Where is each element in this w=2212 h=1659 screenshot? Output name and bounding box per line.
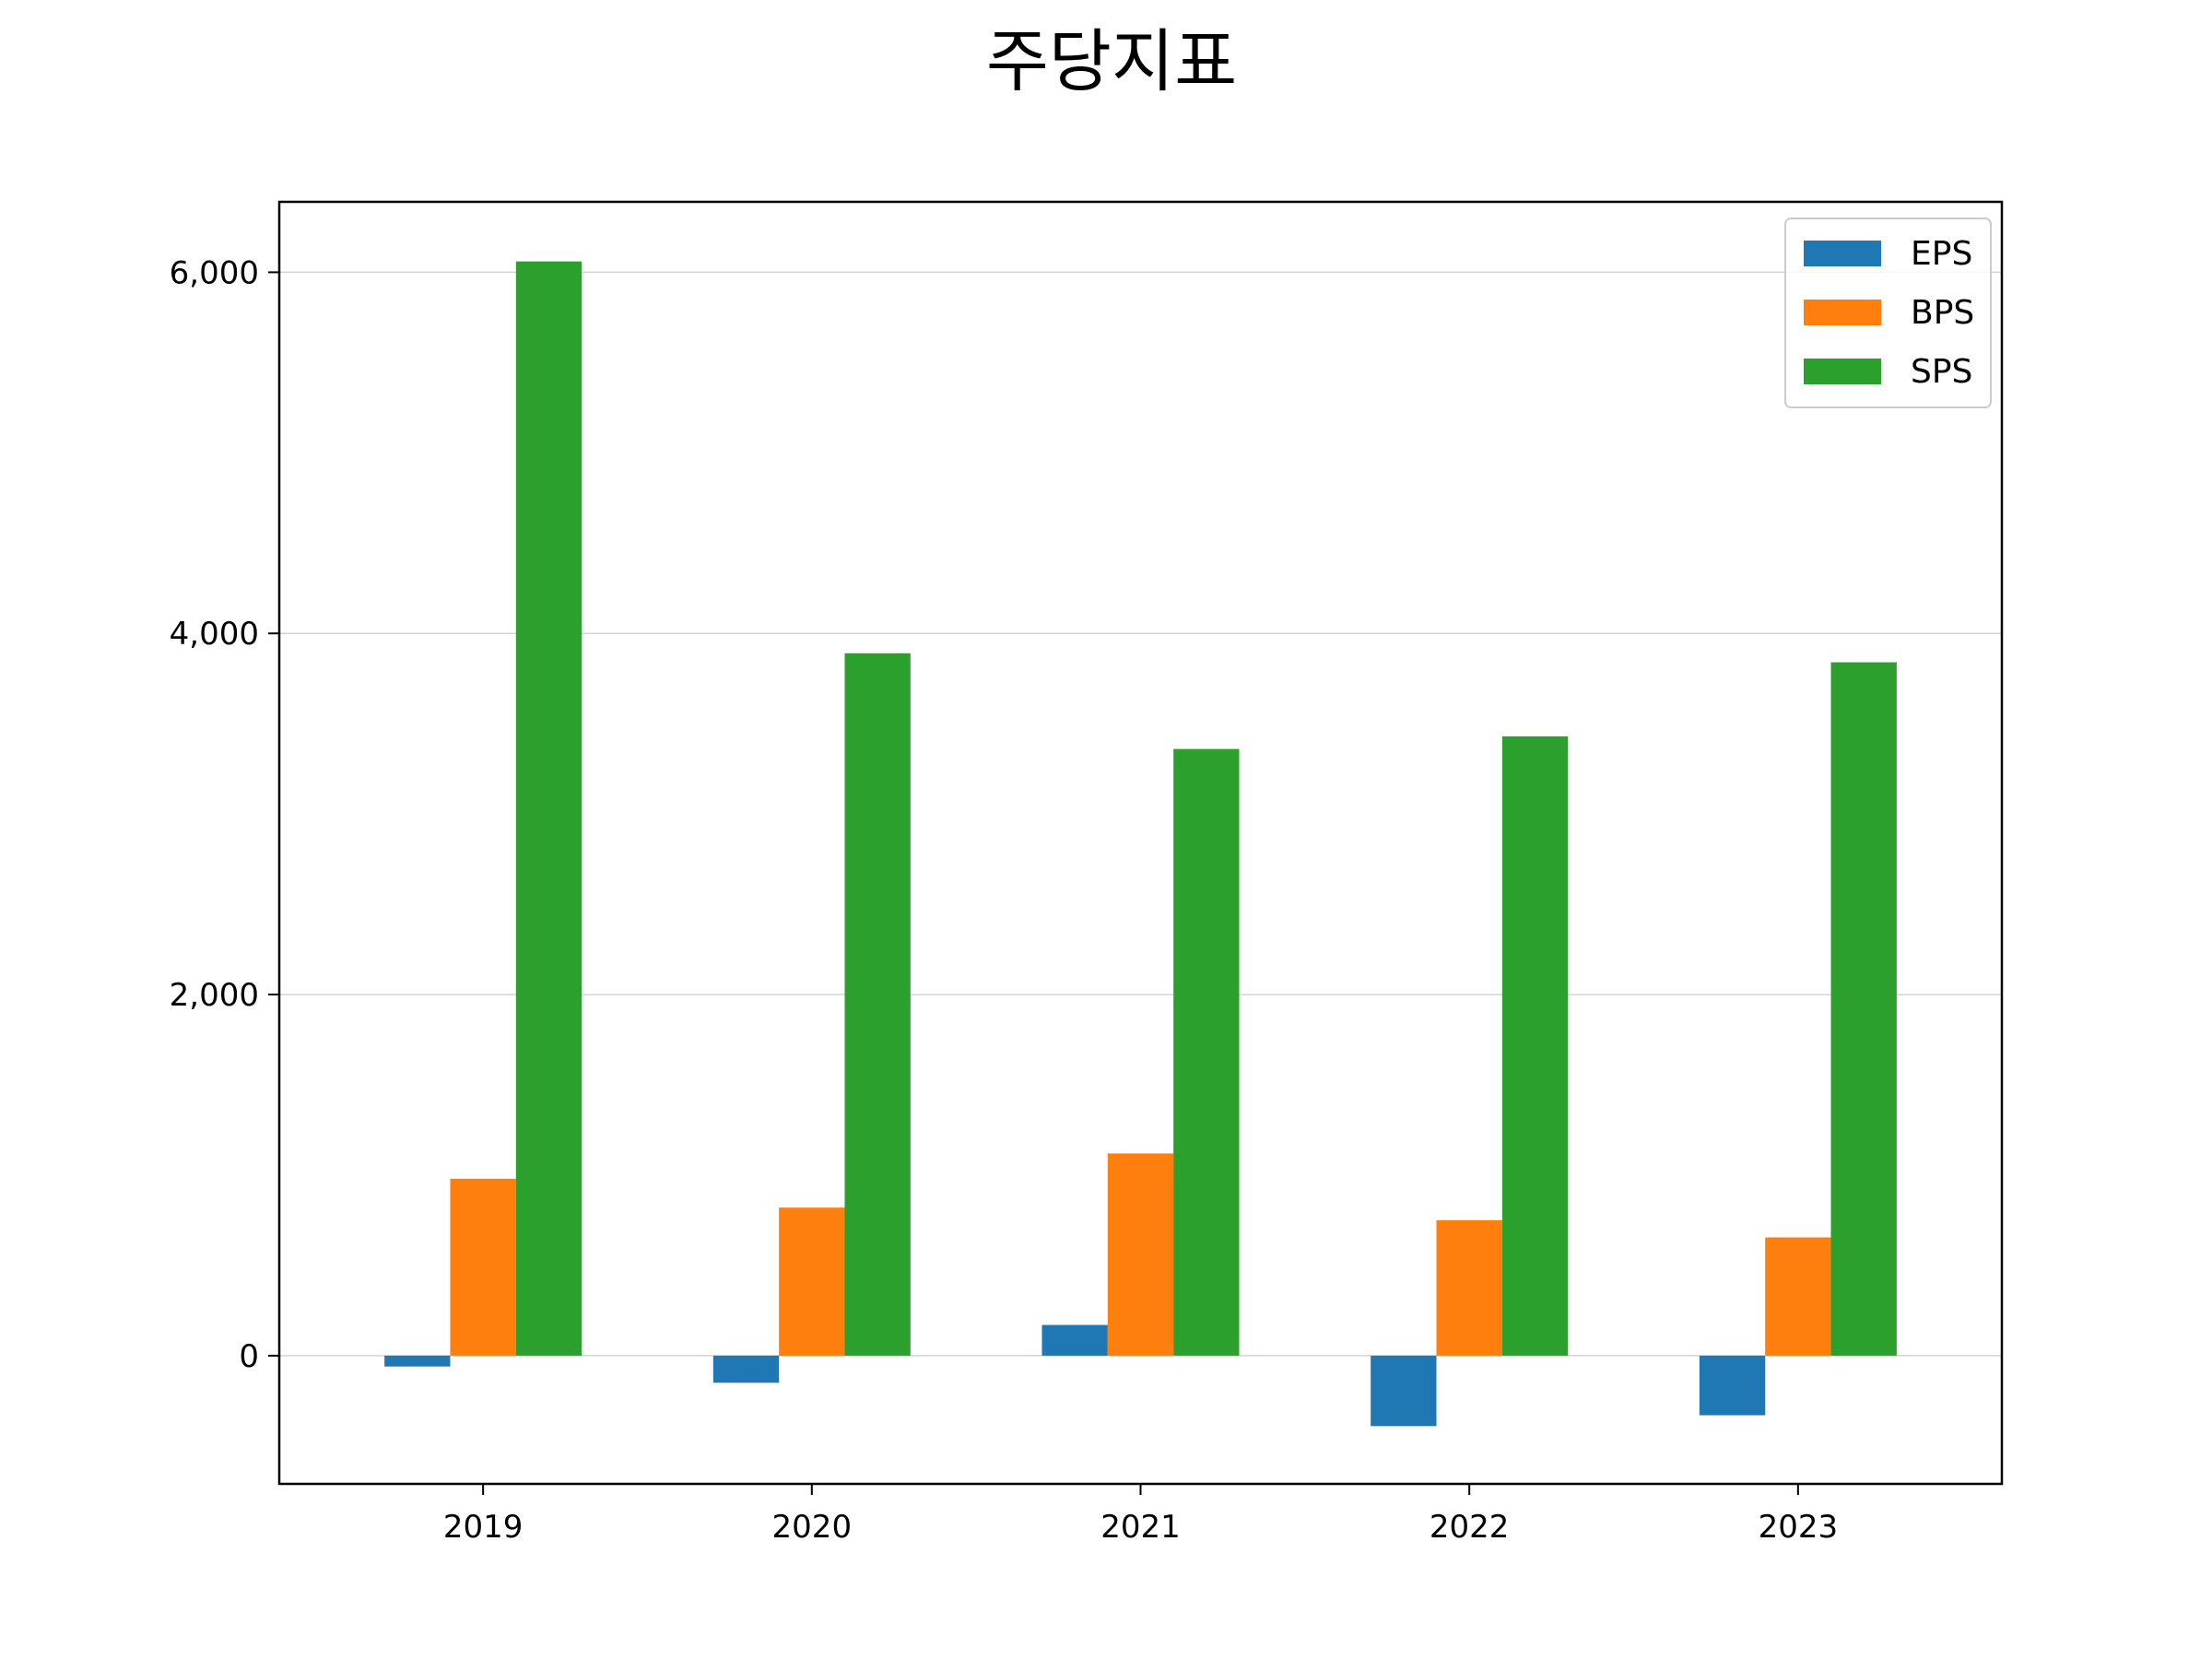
- bars: [384, 261, 1897, 1427]
- x-tick-label: 2020: [772, 1509, 853, 1546]
- bar-bps-2020: [779, 1207, 845, 1356]
- x-axis: 2019 2020 2021 2022 2023: [443, 1484, 1838, 1546]
- y-tick-label: 2,000: [170, 977, 259, 1014]
- bar-eps-2019: [384, 1355, 451, 1367]
- x-tick-label: 2021: [1100, 1509, 1181, 1546]
- y-tick-label: 6,000: [170, 254, 259, 291]
- legend-swatch-sps: [1804, 359, 1881, 384]
- bar-sps-2019: [515, 261, 582, 1356]
- bar-bps-2023: [1765, 1237, 1831, 1356]
- bar-eps-2023: [1699, 1355, 1766, 1416]
- legend: EPS BPS SPS: [1784, 218, 1992, 408]
- x-tick-label: 2019: [443, 1509, 524, 1546]
- y-tick-label: 0: [239, 1338, 259, 1375]
- x-tick-label: 2022: [1430, 1509, 1510, 1546]
- bar-bps-2022: [1436, 1219, 1502, 1356]
- legend-swatch-eps: [1804, 241, 1881, 266]
- bar-bps-2019: [450, 1178, 516, 1356]
- bar-sps-2022: [1501, 735, 1569, 1356]
- bar-sps-2023: [1830, 662, 1897, 1356]
- bar-eps-2020: [712, 1355, 780, 1383]
- legend-label-bps: BPS: [1911, 294, 1974, 332]
- y-axis: 0 2,000 4,000 6,000: [170, 254, 279, 1375]
- y-tick-label: 4,000: [170, 616, 259, 653]
- bar-sps-2020: [844, 653, 911, 1356]
- bar-sps-2021: [1173, 748, 1240, 1356]
- bar-bps-2021: [1107, 1153, 1174, 1356]
- legend-label-sps: SPS: [1911, 353, 1972, 391]
- legend-label-eps: EPS: [1911, 235, 1972, 273]
- x-tick-label: 2023: [1759, 1509, 1839, 1546]
- bar-eps-2022: [1371, 1355, 1437, 1427]
- legend-swatch-bps: [1804, 300, 1881, 325]
- bar-eps-2021: [1041, 1324, 1108, 1356]
- chart-title: 주당지표: [986, 22, 1237, 101]
